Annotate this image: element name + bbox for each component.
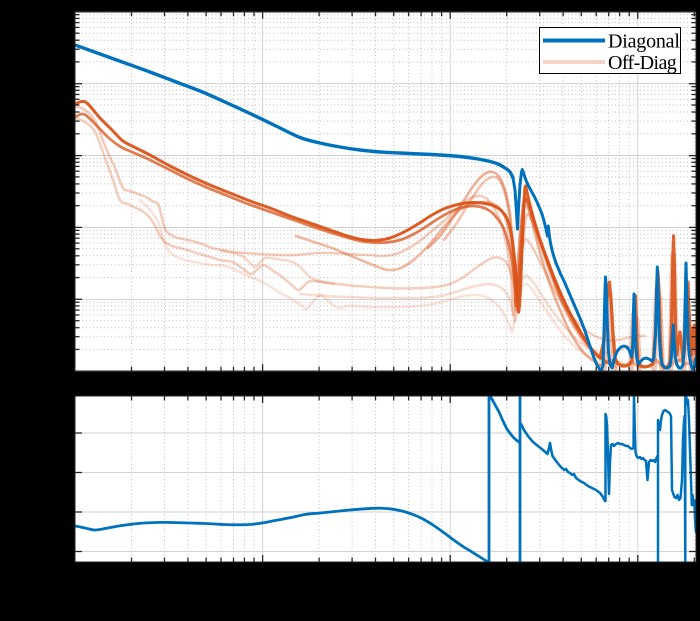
svg-text:Diagonal: Diagonal [608, 31, 680, 53]
svg-text:Off-Diag: Off-Diag [608, 52, 677, 74]
